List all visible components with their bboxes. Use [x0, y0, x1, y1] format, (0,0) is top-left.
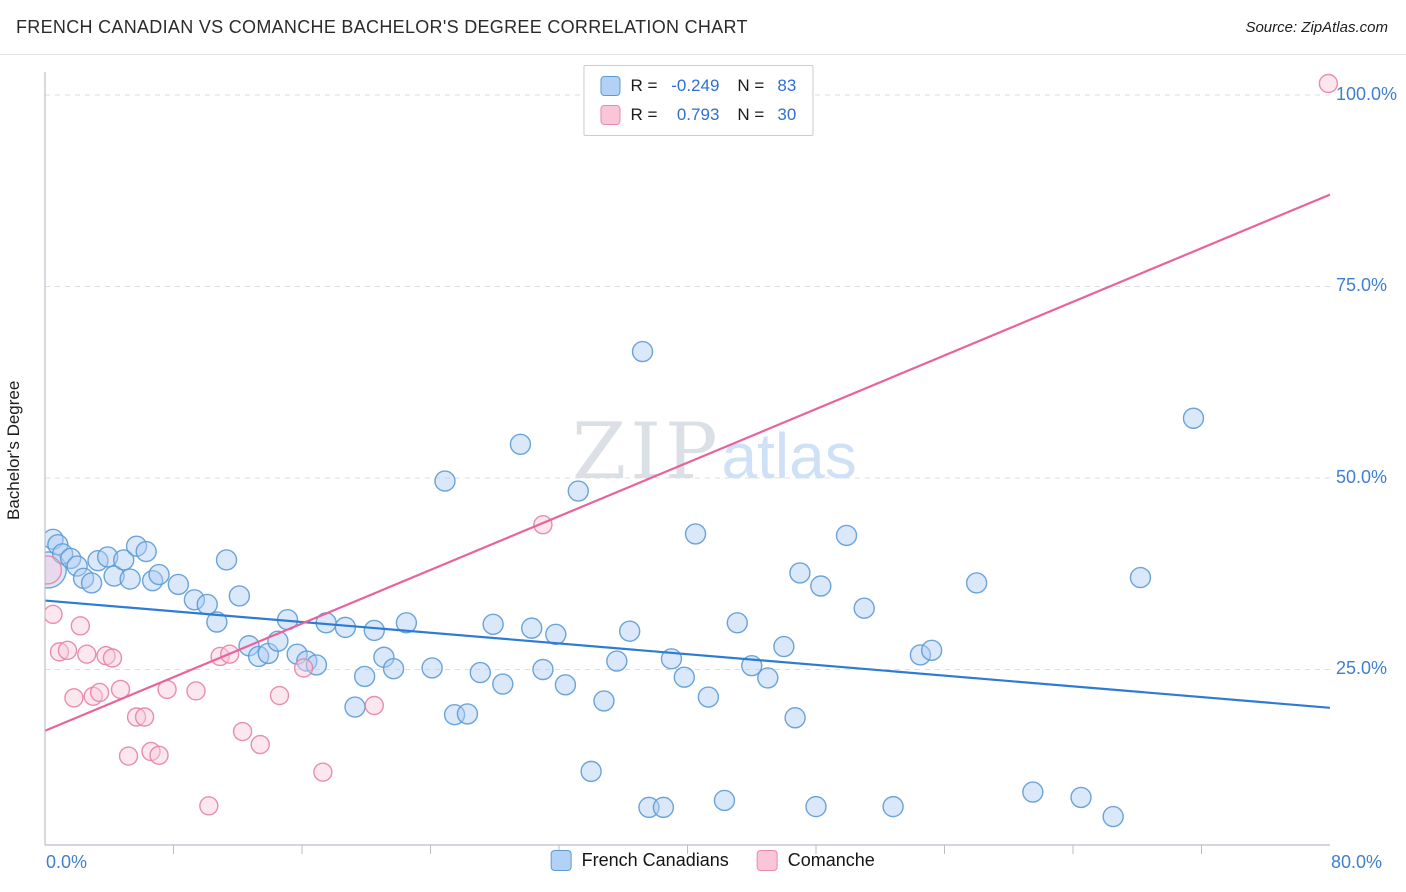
legend-box: R = -0.249 N = 83 R = 0.793 N = 30: [583, 65, 814, 136]
bottom-legend: French Canadians Comanche: [550, 850, 875, 871]
y-tick-label-50: 50.0%: [1336, 467, 1388, 487]
r-value: -0.249: [671, 76, 720, 95]
page-title: FRENCH CANADIAN VS COMANCHE BACHELOR'S D…: [16, 16, 748, 37]
y-tick-label-25: 25.0%: [1336, 658, 1388, 678]
x-tick-label-min: 0.0%: [46, 852, 88, 872]
r-label: R =: [630, 76, 658, 95]
comanche-swatch: [756, 850, 778, 871]
y-axis-title: Bachelor's Degree: [4, 380, 23, 520]
french-canadians-swatch: [550, 850, 572, 871]
legend-row-french-canadians: R = -0.249 N = 83: [600, 76, 796, 96]
n-value: 83: [777, 76, 797, 95]
watermark: ZIPatlas: [572, 407, 857, 497]
watermark-atlas-text: atlas: [721, 420, 857, 492]
scatter-plot: [44, 72, 1339, 854]
r-label: R =: [630, 105, 658, 124]
source-attribution: Source: ZipAtlas.com: [1245, 18, 1388, 36]
y-tick-label-100: 100.0%: [1336, 84, 1398, 104]
x-tick-label-max: 80.0%: [1331, 852, 1383, 872]
watermark-zip-text: ZIP: [572, 407, 722, 497]
n-label: N =: [737, 76, 765, 95]
n-value: 30: [777, 105, 797, 124]
legend-row-comanche: R = 0.793 N = 30: [600, 105, 796, 125]
bottom-legend-item-french-canadians: French Canadians: [550, 850, 729, 871]
chart-area: ZIPatlas Bachelor's Degree 100.0% 75.0% …: [0, 55, 1406, 892]
legend-swatch-french-canadians: [600, 76, 621, 96]
page-header: FRENCH CANADIAN VS COMANCHE BACHELOR'S D…: [0, 0, 1406, 55]
comanche-label: Comanche: [787, 850, 875, 870]
y-tick-label-75: 75.0%: [1336, 275, 1388, 295]
french-canadians-label: French Canadians: [581, 850, 729, 870]
bottom-legend-item-comanche: Comanche: [756, 850, 875, 871]
legend-swatch-comanche: [600, 105, 621, 125]
r-value: 0.793: [676, 105, 720, 124]
n-label: N =: [737, 105, 765, 124]
